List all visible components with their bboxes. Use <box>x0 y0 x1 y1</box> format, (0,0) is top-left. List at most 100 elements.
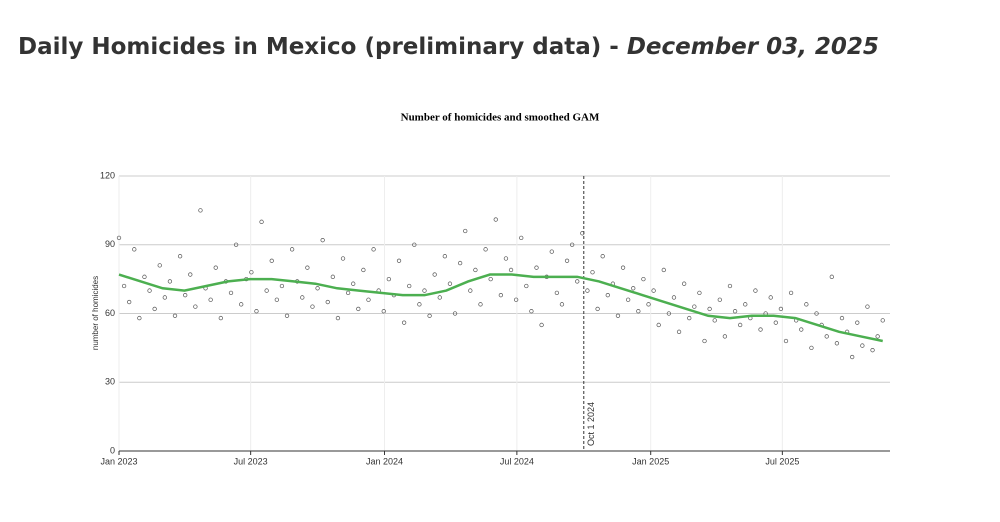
point <box>340 256 346 261</box>
point <box>651 288 656 293</box>
point <box>279 283 285 289</box>
point <box>814 311 819 316</box>
point <box>351 281 356 286</box>
point <box>274 297 279 302</box>
title-text: Daily Homicides in Mexico (preliminary d… <box>18 34 627 60</box>
point <box>738 322 743 328</box>
y-tick-label: 30 <box>105 377 115 387</box>
point <box>839 315 845 321</box>
point <box>850 354 855 360</box>
point <box>162 295 167 300</box>
point <box>519 235 524 241</box>
point <box>147 288 152 293</box>
point <box>407 283 412 289</box>
point <box>595 306 600 312</box>
point <box>132 247 137 252</box>
point <box>330 274 335 279</box>
point <box>284 313 290 318</box>
point <box>666 311 672 316</box>
point <box>172 313 178 318</box>
point <box>641 276 646 282</box>
annotation-label: Oct 1 2024 <box>586 402 596 446</box>
point <box>396 258 402 263</box>
point <box>534 265 539 270</box>
point <box>157 263 162 268</box>
point <box>524 283 529 289</box>
point <box>254 309 259 314</box>
point <box>569 242 575 247</box>
point <box>325 299 330 305</box>
y-tick-label: 120 <box>100 170 115 180</box>
x-tick-label: Jan 2024 <box>366 456 403 466</box>
point <box>600 254 605 259</box>
x-tick-label: Jan 2025 <box>632 456 669 466</box>
point <box>218 315 223 321</box>
point <box>233 242 239 247</box>
point <box>483 247 488 252</box>
point <box>564 258 570 263</box>
point <box>361 267 366 273</box>
y-tick-label: 90 <box>105 239 115 249</box>
point <box>412 242 417 247</box>
point <box>152 306 157 312</box>
point <box>381 309 386 314</box>
y-tick-label: 60 <box>105 308 115 318</box>
point <box>773 320 778 325</box>
point <box>447 281 453 286</box>
point <box>620 265 626 270</box>
point <box>513 297 519 302</box>
point <box>498 293 504 298</box>
point <box>300 295 305 300</box>
point <box>478 302 483 307</box>
y-tick-label: 0 <box>110 445 115 455</box>
point <box>656 322 661 328</box>
point <box>682 281 687 286</box>
point <box>692 304 697 309</box>
point <box>473 267 478 273</box>
point <box>289 247 295 252</box>
point <box>743 302 748 307</box>
point <box>697 290 702 296</box>
point <box>366 297 371 302</box>
point <box>259 219 264 224</box>
point <box>371 247 376 252</box>
point <box>870 348 875 353</box>
point <box>865 304 870 309</box>
point <box>335 315 341 321</box>
point <box>427 313 432 318</box>
point <box>142 274 147 279</box>
point <box>580 231 585 236</box>
point <box>116 235 122 241</box>
page-title: Daily Homicides in Mexico (preliminary d… <box>18 34 879 60</box>
point <box>177 254 183 259</box>
point <box>829 274 834 279</box>
point <box>722 334 728 339</box>
point <box>305 265 310 270</box>
point <box>727 283 733 289</box>
point <box>269 258 274 263</box>
point <box>860 343 865 348</box>
point <box>188 272 193 277</box>
point <box>239 302 244 307</box>
point <box>452 311 458 316</box>
point <box>661 267 666 273</box>
point <box>127 299 132 305</box>
point <box>137 315 142 321</box>
x-tick-label: Jul 2025 <box>765 456 799 466</box>
point <box>529 309 534 314</box>
point <box>605 293 610 298</box>
point <box>183 293 188 298</box>
x-tick-label: Jul 2024 <box>500 456 534 466</box>
point <box>880 318 885 323</box>
chart-title: Number of homicides and smoothed GAM <box>401 112 600 124</box>
point <box>824 334 829 339</box>
point <box>799 327 804 332</box>
point <box>732 309 738 314</box>
point <box>712 318 717 323</box>
point <box>356 306 361 312</box>
point <box>590 270 595 275</box>
y-axis-label: number of homicides <box>91 276 100 350</box>
point <box>488 276 493 282</box>
point <box>503 256 509 261</box>
